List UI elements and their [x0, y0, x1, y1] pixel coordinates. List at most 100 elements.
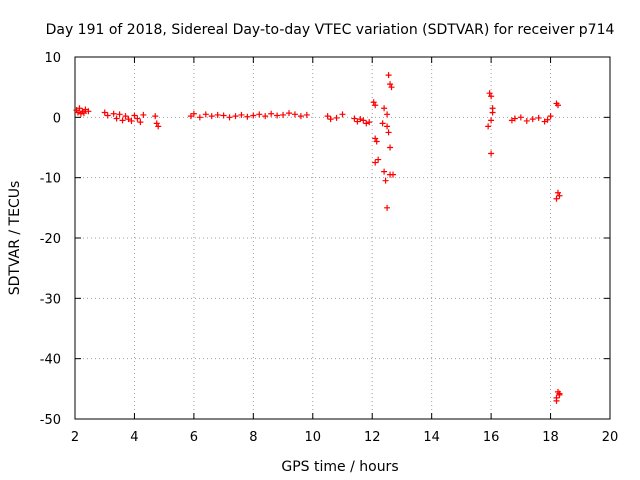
- data-point: [104, 112, 111, 119]
- data-point: [511, 115, 518, 122]
- data-point: [384, 123, 391, 130]
- data-point: [357, 116, 364, 123]
- data-point: [387, 81, 394, 88]
- data-point: [74, 109, 81, 116]
- data-point: [351, 115, 358, 122]
- data-point: [544, 116, 551, 123]
- data-point: [554, 189, 561, 196]
- data-point: [381, 168, 388, 175]
- data-point: [116, 111, 123, 118]
- data-point: [274, 112, 281, 119]
- data-point: [152, 113, 159, 120]
- data-point: [85, 108, 92, 115]
- data-point: [226, 114, 233, 121]
- y-tick-label: -40: [40, 353, 61, 368]
- data-point: [202, 111, 209, 118]
- x-tick-label: 16: [483, 430, 500, 445]
- data-point: [280, 111, 287, 118]
- data-point: [119, 117, 126, 124]
- data-point: [379, 120, 386, 127]
- data-point: [385, 129, 392, 136]
- data-point: [134, 115, 141, 122]
- data-point: [220, 112, 227, 119]
- data-point: [238, 111, 245, 118]
- data-point: [76, 105, 83, 112]
- data-point: [384, 204, 391, 211]
- data-point: [375, 156, 382, 163]
- data-point: [488, 150, 495, 157]
- data-point: [517, 114, 524, 121]
- x-tick-label: 20: [602, 430, 619, 445]
- x-tick-label: 10: [305, 430, 322, 445]
- data-point: [297, 113, 304, 120]
- data-point: [153, 120, 160, 127]
- data-point: [372, 135, 379, 142]
- data-point: [385, 72, 392, 79]
- data-point: [363, 120, 370, 127]
- y-tick-label: 10: [44, 51, 61, 66]
- data-point: [303, 111, 310, 118]
- data-point: [523, 117, 530, 124]
- data-point: [529, 116, 536, 123]
- data-point: [554, 102, 561, 109]
- data-point: [268, 110, 275, 117]
- data-point: [250, 112, 257, 119]
- data-point: [486, 90, 493, 97]
- data-point: [384, 111, 391, 118]
- data-point: [485, 123, 492, 130]
- x-tick-label: 18: [542, 430, 559, 445]
- y-axis-label: SDTVAR / TECUs: [7, 181, 23, 296]
- data-point: [190, 110, 197, 117]
- data-point: [256, 111, 263, 118]
- data-point: [373, 138, 380, 145]
- data-point: [553, 195, 560, 202]
- data-point: [372, 159, 379, 166]
- data-point: [232, 113, 239, 120]
- x-tick-label: 8: [249, 430, 257, 445]
- data-point: [488, 117, 495, 124]
- y-tick-label: -30: [40, 292, 61, 307]
- y-tick-label: -10: [40, 172, 61, 187]
- data-point: [535, 114, 542, 121]
- data-point: [137, 119, 144, 126]
- data-point: [387, 144, 394, 151]
- y-tick-label: -50: [40, 413, 61, 428]
- data-point: [556, 390, 563, 397]
- x-tick-label: 6: [190, 430, 198, 445]
- data-point: [101, 109, 108, 116]
- data-point: [286, 110, 292, 117]
- grid-lines: [75, 57, 610, 419]
- data-point: [244, 113, 251, 120]
- data-point: [388, 84, 395, 91]
- axis-ticks: 2 4 6 8 10 12 14 16 18 20 10 0 -10 -20 -30 -40 -50: [40, 51, 619, 445]
- data-point: [333, 114, 340, 121]
- data-point: [80, 110, 87, 117]
- data-points: [73, 72, 563, 404]
- data-point: [370, 99, 377, 106]
- plot-frame: [74, 56, 611, 420]
- data-point: [113, 115, 120, 122]
- x-tick-label: 14: [423, 430, 440, 445]
- x-axis-label: GPS time / hours: [281, 459, 398, 475]
- data-point: [488, 93, 495, 100]
- data-point: [553, 397, 560, 404]
- data-point: [360, 117, 367, 124]
- data-point: [291, 111, 298, 118]
- data-point: [390, 171, 397, 178]
- data-point: [366, 119, 373, 126]
- data-point: [128, 117, 135, 124]
- data-point: [262, 113, 269, 120]
- data-point: [327, 116, 334, 123]
- data-point: [339, 111, 346, 118]
- data-point: [140, 111, 147, 118]
- x-tick-label: 12: [364, 430, 381, 445]
- data-point: [110, 110, 117, 117]
- x-tick-label: 2: [71, 430, 79, 445]
- data-point: [208, 113, 215, 120]
- data-point: [382, 177, 389, 184]
- y-tick-label: -20: [40, 232, 61, 247]
- data-point: [131, 112, 138, 119]
- data-point: [381, 105, 388, 112]
- data-point: [489, 109, 496, 116]
